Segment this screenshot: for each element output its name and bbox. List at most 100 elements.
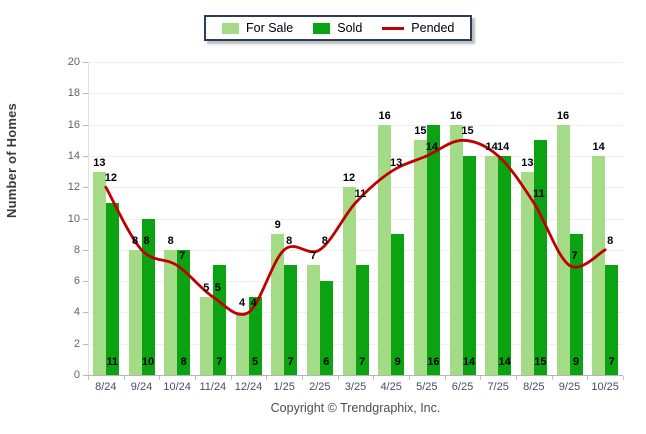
y-tick-label: 10 xyxy=(67,212,80,225)
x-axis-line xyxy=(88,375,623,376)
x-tick-label: 12/24 xyxy=(234,381,263,393)
pended-value-label: 5 xyxy=(214,281,221,294)
sold-value-label: 9 xyxy=(572,356,580,368)
x-tick-mark xyxy=(587,376,589,380)
x-tick-mark xyxy=(516,376,517,380)
x-tick-label: 8/24 xyxy=(95,381,117,393)
sold-value-label: 5 xyxy=(251,356,259,368)
for-sale-value-label: 5 xyxy=(203,281,210,294)
for-sale-value-label: 7 xyxy=(310,250,317,263)
pended-value-label: 8 xyxy=(286,234,293,247)
pended-value-label: 11 xyxy=(354,187,367,200)
y-tick-mark xyxy=(83,312,88,314)
bar-for-sale xyxy=(592,155,606,375)
legend-label-for-sale: For Sale xyxy=(246,21,294,35)
y-tick-label: 20 xyxy=(67,56,80,68)
pended-value-label: 7 xyxy=(571,250,578,263)
x-tick-mark xyxy=(337,376,339,380)
x-tick-label: 7/25 xyxy=(487,381,509,393)
legend-item-sold: Sold xyxy=(313,21,362,35)
y-tick-mark xyxy=(83,218,88,220)
y-tick-label: 6 xyxy=(73,275,80,288)
for-sale-value-label: 12 xyxy=(342,172,356,185)
x-tick-label: 8/25 xyxy=(523,381,545,393)
copyright-text: Copyright © Trendgraphix, Inc. xyxy=(270,401,441,415)
x-tick-label: 6/25 xyxy=(451,381,474,393)
x-tick-label: 5/25 xyxy=(416,381,438,393)
legend-item-pended: Pended xyxy=(382,21,454,35)
sold-value-label: 15 xyxy=(534,356,547,368)
pended-value-label: 8 xyxy=(607,234,614,247)
x-tick-mark xyxy=(623,376,624,380)
x-tick-mark xyxy=(195,376,196,380)
bar-for-sale xyxy=(342,187,356,375)
x-tick-mark xyxy=(302,376,303,380)
pended-line-swatch-icon xyxy=(382,26,405,30)
x-tick-label: 10/24 xyxy=(163,381,191,393)
y-tick-label: 12 xyxy=(67,181,80,194)
pended-value-label: 7 xyxy=(179,250,186,263)
sold-value-label: 8 xyxy=(180,356,187,368)
y-axis-title: Number of Homes xyxy=(4,103,19,218)
bar-for-sale xyxy=(235,312,249,375)
y-tick-label: 0 xyxy=(73,369,80,381)
y-tick-mark xyxy=(83,281,88,283)
pended-value-label: 15 xyxy=(461,125,474,138)
for-sale-value-label: 16 xyxy=(378,109,391,122)
sold-value-label: 6 xyxy=(323,356,330,368)
y-tick-label: 18 xyxy=(67,87,80,100)
bar-sold xyxy=(248,296,262,375)
x-tick-mark xyxy=(373,376,375,380)
x-tick-label: 3/25 xyxy=(344,381,367,393)
gridline xyxy=(88,124,623,126)
sold-value-label: 7 xyxy=(358,356,366,368)
for-sale-value-label: 9 xyxy=(274,219,281,232)
bar-sold xyxy=(462,155,476,375)
x-tick-mark xyxy=(409,376,410,380)
bar-for-sale xyxy=(199,296,213,375)
x-tick-mark xyxy=(480,376,482,380)
pended-value-label: 8 xyxy=(143,234,150,247)
sold-value-label: 16 xyxy=(427,356,440,368)
bar-sold xyxy=(426,124,440,375)
pended-value-label: 4 xyxy=(250,297,257,310)
pended-value-label: 13 xyxy=(390,156,403,169)
sold-swatch-icon xyxy=(313,22,331,34)
x-tick-mark xyxy=(123,376,125,380)
bar-for-sale xyxy=(485,155,499,375)
bar-sold xyxy=(105,202,119,375)
sold-value-label: 7 xyxy=(216,356,223,368)
bar-sold xyxy=(391,234,405,375)
bar-sold xyxy=(605,265,619,375)
x-tick-label: 2/25 xyxy=(309,381,331,393)
for-sale-value-label: 16 xyxy=(449,109,463,122)
pended-value-label: 14 xyxy=(425,140,438,153)
x-tick-label: 9/24 xyxy=(130,381,153,393)
y-tick-mark xyxy=(83,187,88,189)
for-sale-value-label: 13 xyxy=(521,156,534,169)
gridline xyxy=(88,62,623,63)
chart-legend: For Sale Sold Pended xyxy=(204,15,473,41)
y-tick-mark xyxy=(83,343,88,345)
for-sale-value-label: 4 xyxy=(238,297,246,310)
sold-value-label: 7 xyxy=(287,356,294,368)
gridline xyxy=(88,93,623,95)
y-tick-mark xyxy=(83,249,88,251)
for-sale-value-label: 8 xyxy=(131,234,139,247)
sold-value-label: 10 xyxy=(141,356,155,368)
bar-for-sale xyxy=(271,234,285,375)
x-tick-label: 1/25 xyxy=(273,381,295,393)
y-tick-label: 14 xyxy=(67,149,80,162)
y-tick-label: 2 xyxy=(73,337,80,350)
for-sale-value-label: 16 xyxy=(556,109,570,122)
bar-sold xyxy=(533,140,547,375)
legend-item-for-sale: For Sale xyxy=(222,21,293,35)
sold-value-label: 9 xyxy=(394,356,401,368)
bar-sold xyxy=(498,155,512,375)
x-tick-mark xyxy=(230,376,232,380)
y-tick-mark xyxy=(83,93,88,95)
pended-value-label: 12 xyxy=(104,172,117,185)
pended-value-label: 8 xyxy=(321,234,328,247)
sold-value-label: 14 xyxy=(462,356,476,368)
y-axis-line xyxy=(88,62,89,375)
